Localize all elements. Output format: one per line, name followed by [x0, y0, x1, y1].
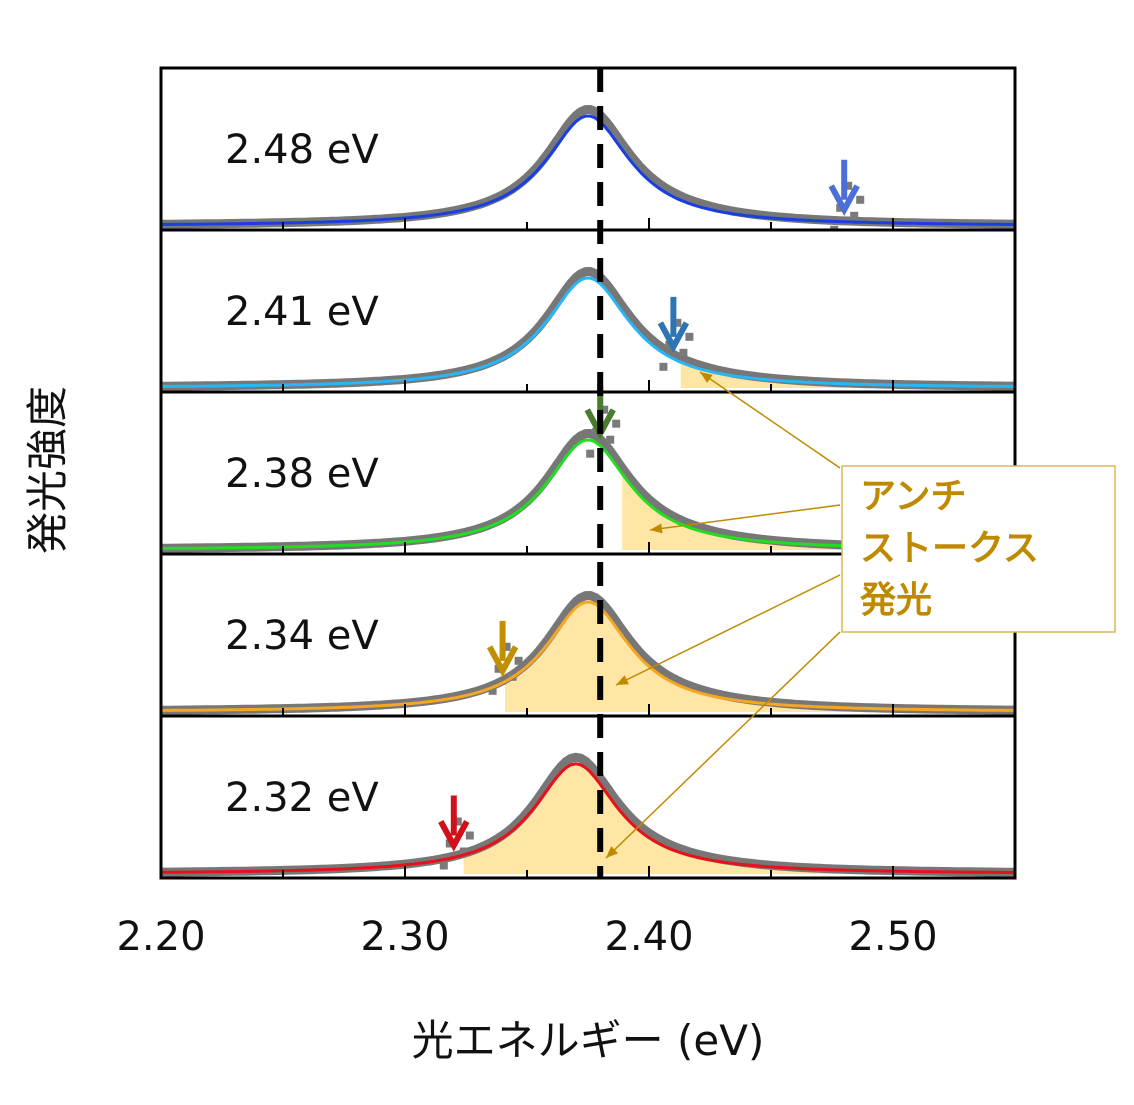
- annotation-arrowhead-4: [606, 846, 619, 858]
- excitation-arrow-head-2: [657, 321, 690, 354]
- laser-point-1-2: [844, 181, 853, 190]
- panel-label-4: 2.34 eV: [225, 613, 379, 659]
- panel-5: 2.32 eV: [161, 752, 1015, 877]
- annotation-leader-1: [699, 371, 841, 469]
- x-tick-label-1: 2.20: [116, 914, 205, 960]
- annotation-arrowhead-1: [700, 372, 713, 383]
- laser-point-4-5: [514, 656, 523, 665]
- x-axis-title: 光エネルギー (eV): [412, 1016, 765, 1065]
- panel-label-3: 2.38 eV: [225, 451, 379, 497]
- fit-curve-5: [161, 762, 1015, 874]
- laser-point-1-3: [850, 211, 859, 220]
- laser-point-5-3: [459, 847, 468, 856]
- laser-point-3-4: [586, 449, 595, 458]
- panel-1: 2.48 eV: [161, 105, 1015, 230]
- laser-point-2-2: [673, 318, 682, 327]
- x-tick-label-3: 2.40: [604, 914, 693, 960]
- annotation-leader-4: [605, 631, 841, 859]
- panel-label-1: 2.48 eV: [225, 127, 379, 173]
- excitation-arrow-head-4: [486, 645, 519, 678]
- y-axis-title: 発光強度: [23, 386, 72, 554]
- annotation-text-3: 発光: [860, 580, 932, 621]
- panel-2: 2.41 eV: [161, 267, 1015, 391]
- fit-curve-4: [161, 600, 1015, 712]
- annotation-text-2: ストークス: [860, 528, 1039, 569]
- panel-4: 2.34 eV: [161, 591, 1015, 715]
- annotation-leader-2: [649, 504, 841, 531]
- annotation-box: [841, 465, 1116, 633]
- laser-point-2-3: [679, 348, 688, 357]
- ticks-group: 2.20 2.30 2.40 2.50: [116, 218, 1016, 960]
- panel-label-5: 2.32 eV: [225, 775, 379, 821]
- laser-point-3-5: [612, 419, 621, 428]
- anti-stokes-area-3: [622, 473, 1015, 550]
- laser-point-1-5: [856, 195, 865, 204]
- laser-point-5-2: [453, 817, 462, 826]
- excitation-arrow-head-1: [828, 184, 860, 217]
- panels-group: 2.48 eV 2.41 eV 2.38 eV 2.34 eV 2.32 eV: [161, 105, 1015, 877]
- laser-point-2-5: [685, 332, 694, 341]
- annotation-text-1: アンチ: [860, 476, 967, 517]
- anti-stokes-area-4: [505, 601, 1015, 712]
- laser-point-2-4: [659, 362, 668, 371]
- fit-curve-1: [161, 114, 1015, 226]
- panel-label-2: 2.41 eV: [225, 289, 379, 335]
- laser-point-4-2: [502, 642, 511, 651]
- x-tick-label-2: 2.30: [360, 914, 449, 960]
- annotation-arrowhead-3: [616, 675, 629, 685]
- fit-curve-2: [161, 276, 1015, 388]
- annotation-leader-3: [615, 574, 841, 686]
- x-tick-label-4: 2.50: [848, 914, 937, 960]
- laser-point-5-5: [465, 831, 474, 840]
- laser-point-4-4: [488, 686, 497, 695]
- laser-point-3-2: [600, 405, 609, 414]
- laser-point-1-4: [830, 225, 839, 230]
- excitation-arrow-head-5: [438, 820, 470, 852]
- annotation-arrowhead-2: [650, 523, 663, 534]
- laser-point-3-3: [606, 435, 615, 444]
- laser-point-5-4: [439, 861, 448, 870]
